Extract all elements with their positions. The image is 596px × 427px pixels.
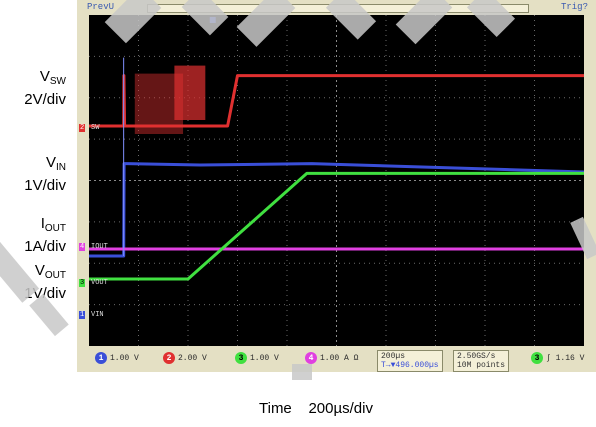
trigger-badge: 3 <box>531 352 543 364</box>
sample-rate: 2.50GS/s <box>457 352 496 361</box>
vin-label: VIN 1V/div <box>24 154 66 194</box>
ch1-scale: 1.00 V <box>110 353 139 363</box>
record-length: 10M points <box>457 361 506 370</box>
ch1-readout[interactable]: 1 1.00 V <box>95 352 139 364</box>
ch2-badge: 2 <box>163 352 175 364</box>
timebase-scale: 200µs <box>381 352 406 361</box>
watermark-stripe <box>292 364 312 380</box>
marker-vin: 1 <box>79 311 86 319</box>
marker-sw-label: SW <box>91 124 100 132</box>
iout-label: IOUT 1A/div <box>24 215 66 255</box>
vsw-label: VSW 2V/div <box>24 68 66 108</box>
marker-iout-label: IOUT <box>91 243 108 251</box>
timebase-readout[interactable]: 200µs T→▼496.000µs <box>377 350 443 372</box>
trigger-status: Trig? <box>560 2 588 12</box>
scope-readout-bar: 1 1.00 V 2 2.00 V 3 1.00 V 4 1.00 A Ω 20… <box>89 346 596 372</box>
sample-rate-readout[interactable]: 2.50GS/s 10M points <box>453 350 510 372</box>
trace-vin <box>89 162 584 258</box>
ch1-badge: 1 <box>95 352 107 364</box>
ch4-badge: 4 <box>305 352 317 364</box>
ch2-scale: 2.00 V <box>178 353 207 363</box>
ch3-scale: 1.00 V <box>250 353 279 363</box>
marker-vout: 3 <box>79 279 86 287</box>
marker-vout-label: VOUT <box>91 279 108 287</box>
marker-vin-label: VIN <box>91 311 104 319</box>
scope-screen <box>89 15 584 346</box>
trace-vout <box>89 171 584 281</box>
trigger-readout[interactable]: 3 ∫ 1.16 V <box>531 352 584 364</box>
waveform-plot <box>89 15 584 346</box>
ch4-readout[interactable]: 4 1.00 A Ω <box>305 352 358 364</box>
ch4-scale: 1.00 A Ω <box>320 353 359 363</box>
trigger-level: ∫ 1.16 V <box>546 353 585 363</box>
acquisition-status: PrevU <box>87 2 115 12</box>
marker-iout: 4 <box>79 243 86 251</box>
marker-sw: 2 <box>79 124 86 132</box>
vsw-switching-band-dense <box>174 65 206 120</box>
time-axis-label: Time 200µs/div <box>259 400 373 417</box>
timebase-position: T→▼496.000µs <box>381 361 439 370</box>
ch2-readout[interactable]: 2 2.00 V <box>163 352 207 364</box>
ch3-readout[interactable]: 3 1.00 V <box>235 352 279 364</box>
ch3-badge: 3 <box>235 352 247 364</box>
